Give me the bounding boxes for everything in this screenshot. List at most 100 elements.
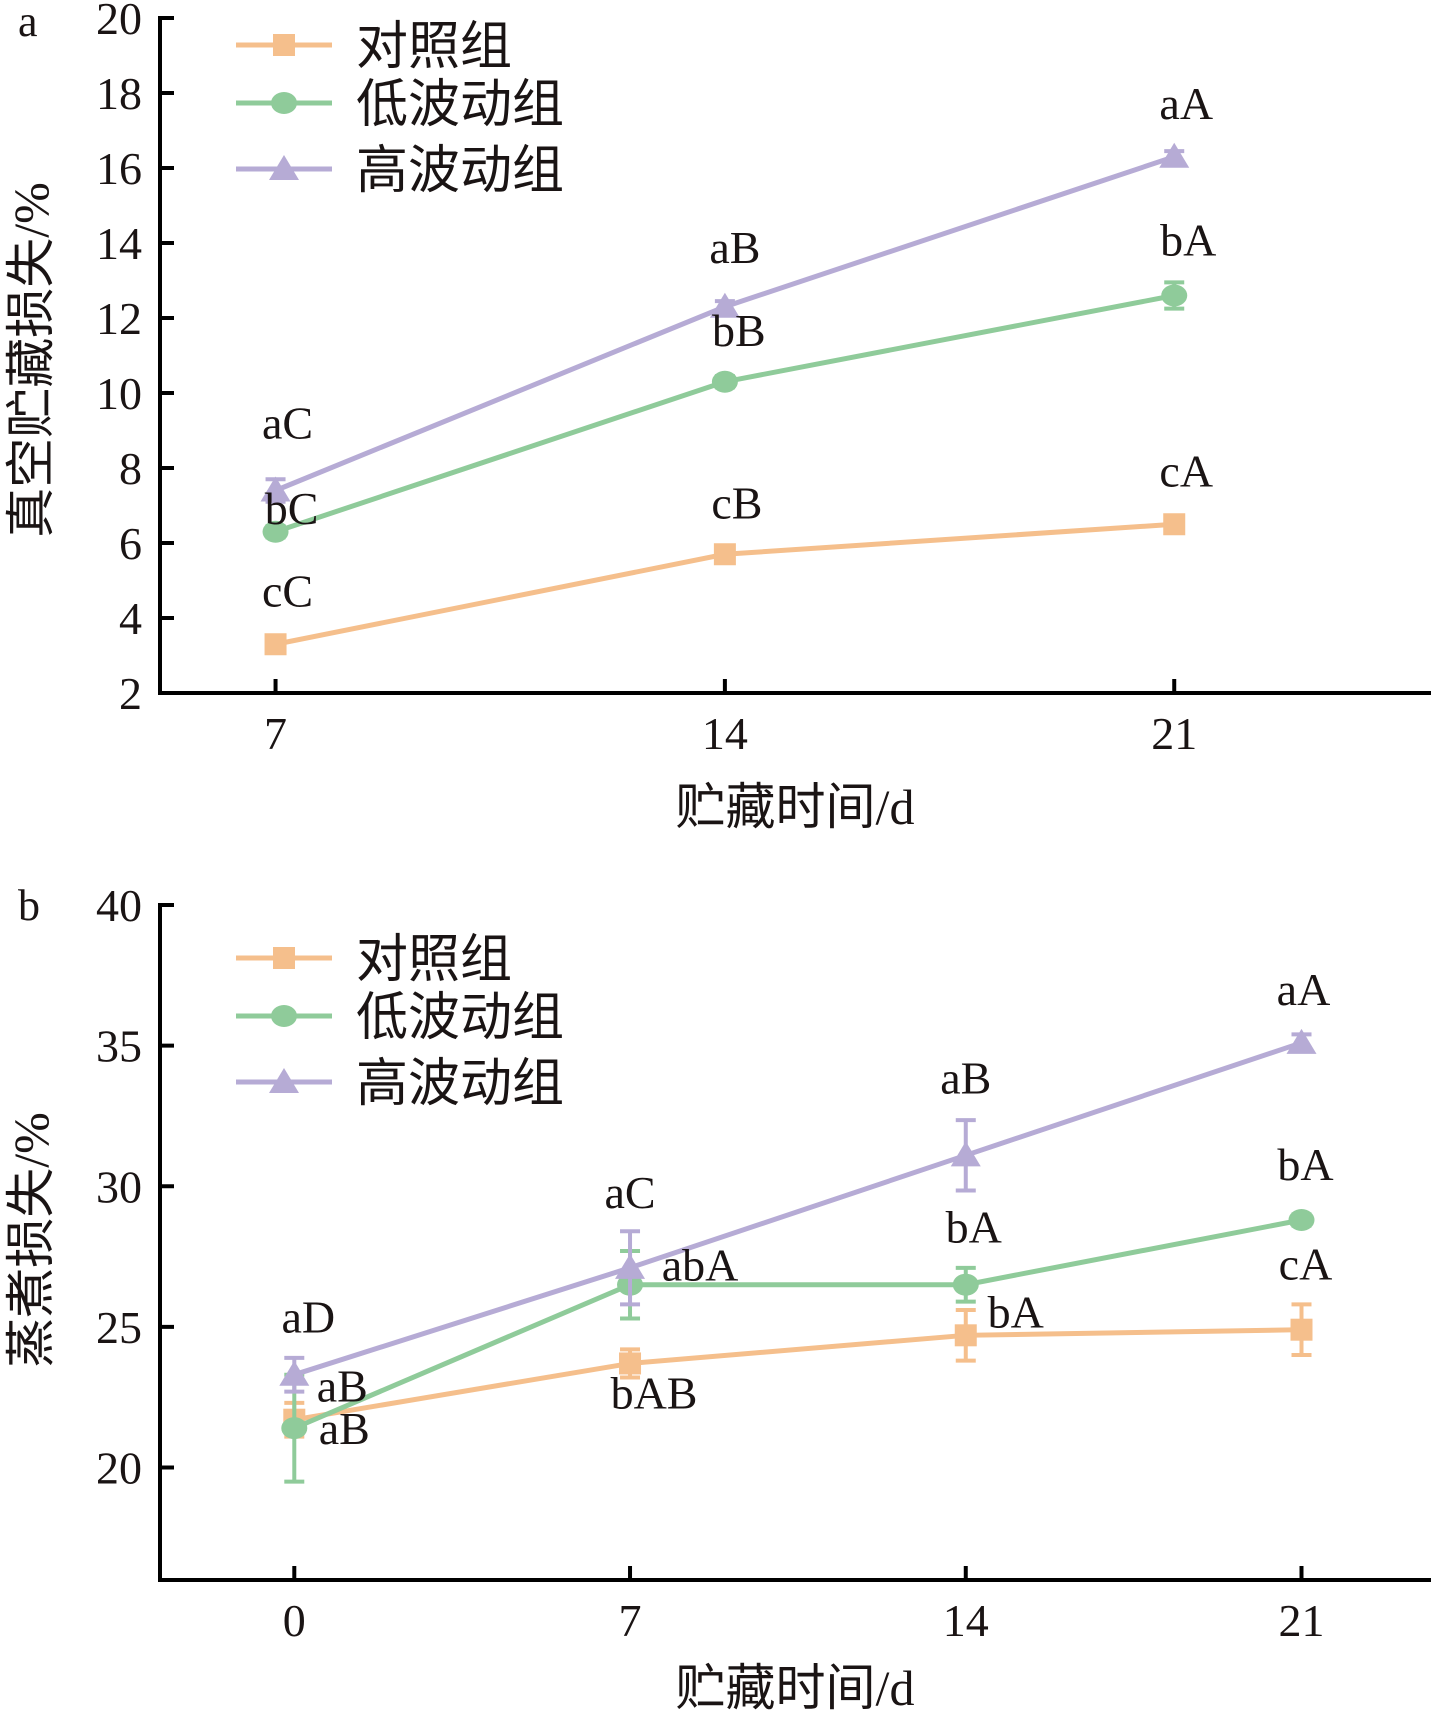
panel-a: a 2 4 6 8 10 12 14 16 18 20 7 14 21 cC cB cA bC bB bA aC a… (3, 0, 1431, 835)
data-point-square (954, 1324, 977, 1347)
series-b-1 (281, 1209, 1315, 1484)
x-tick-label: 14 (943, 1595, 989, 1646)
data-point-triangle (615, 1253, 646, 1279)
significance-label: cA (1279, 1239, 1333, 1290)
y-tick-label: 14 (96, 218, 142, 269)
y-tick-label: 30 (96, 1161, 142, 1212)
legend-label: 高波动组 (356, 1056, 564, 1113)
y-tick-label: 6 (119, 518, 142, 569)
legend-marker-square (273, 34, 295, 56)
x-tick-label: 7 (619, 1595, 642, 1646)
significance-label: abA (662, 1240, 739, 1291)
data-point-square (713, 543, 736, 566)
x-tick-label: 14 (702, 708, 748, 759)
y-tick-label: 25 (96, 1302, 142, 1353)
y-tick-label: 20 (96, 1443, 142, 1494)
y-axis-title-b: 蒸煮损失/% (3, 1112, 59, 1368)
significance-label: cA (1159, 445, 1213, 496)
data-point-circle (1288, 1209, 1315, 1231)
significance-labels-b: aB bAB bA cA aB abA bA bA aD aC aB aA (281, 964, 1333, 1454)
y-tick-label: 18 (96, 68, 142, 119)
significance-label: bA (988, 1286, 1044, 1337)
legend-label: 对照组 (356, 19, 512, 76)
y-tick-label: 40 (96, 880, 142, 931)
significance-label: cB (711, 477, 762, 528)
significance-labels-a: cC cB cA bC bB bA aC aB aA (262, 78, 1216, 617)
data-point-triangle (279, 1360, 310, 1386)
legend-marker-square (273, 947, 295, 969)
significance-label: bAB (611, 1367, 698, 1418)
legend-marker-triangle (269, 1068, 299, 1093)
series-layer-a (260, 142, 1190, 656)
legend-item: 低波动组 (236, 77, 564, 134)
series-layer-b (279, 1028, 1317, 1484)
data-point-triangle (950, 1141, 981, 1167)
legend-label: 对照组 (356, 932, 512, 989)
data-point-square (1163, 513, 1186, 536)
data-point-circle (1161, 284, 1188, 307)
y-tick-label: 12 (96, 293, 142, 344)
y-axis-ticks-a: 2 4 6 8 10 12 14 16 18 20 (96, 0, 174, 719)
data-point-square (619, 1352, 642, 1375)
legend-label: 低波动组 (356, 990, 564, 1047)
legend-marker-circle (271, 1005, 297, 1027)
legend-marker-circle (271, 92, 297, 114)
data-point-circle (262, 520, 289, 543)
y-tick-label: 10 (96, 368, 142, 419)
data-point-circle (952, 1273, 979, 1296)
legend-item: 对照组 (236, 19, 512, 76)
data-point-triangle (709, 292, 740, 318)
y-tick-label: 16 (96, 143, 142, 194)
significance-label: aC (262, 398, 313, 449)
series-line (293, 1040, 1303, 1378)
x-tick-label: 21 (1151, 708, 1197, 759)
y-tick-label: 35 (96, 1021, 142, 1072)
significance-label: aA (1159, 78, 1213, 129)
legend-item: 低波动组 (236, 990, 564, 1047)
data-point-square (1290, 1318, 1313, 1341)
legend-label: 低波动组 (356, 77, 564, 134)
panel-letter-a: a (18, 0, 38, 46)
panel-letter-b: b (18, 881, 40, 930)
data-point-triangle (260, 476, 291, 502)
y-tick-label: 8 (119, 443, 142, 494)
y-tick-label: 4 (119, 593, 142, 644)
series-line (293, 1217, 1302, 1431)
series-b-2 (279, 1028, 1317, 1394)
y-axis-title-a: 真空贮藏损失/% (3, 182, 59, 538)
x-axis-ticks-b: 0 7 14 21 (283, 1566, 1325, 1646)
x-axis-ticks-a: 7 14 21 (264, 679, 1197, 759)
legend-item: 对照组 (236, 932, 512, 989)
series-line (293, 1327, 1302, 1423)
x-tick-label: 21 (1279, 1595, 1325, 1646)
significance-label: aC (604, 1167, 655, 1218)
x-axis-title-a: 贮藏时间/d (676, 779, 915, 835)
x-axis-title-b: 贮藏时间/d (676, 1660, 915, 1715)
significance-label: bA (946, 1202, 1002, 1253)
legend-label: 高波动组 (356, 143, 564, 200)
significance-label: aB (709, 222, 760, 273)
data-point-triangle (1159, 142, 1190, 168)
significance-label: aB (319, 1403, 370, 1454)
series-a-0 (264, 513, 1186, 656)
significance-label: aB (317, 1361, 368, 1412)
significance-label: bB (712, 305, 766, 356)
data-point-circle (711, 370, 738, 393)
series-a-2 (260, 142, 1190, 504)
data-point-square (264, 633, 287, 656)
data-point-circle (281, 1417, 308, 1440)
y-tick-label: 2 (119, 668, 142, 719)
series-a-1 (262, 280, 1188, 543)
legend-item: 高波动组 (236, 143, 564, 200)
significance-label: aD (281, 1292, 335, 1343)
significance-label: bC (265, 483, 319, 534)
data-point-triangle (1286, 1028, 1317, 1054)
significance-label: aA (1277, 964, 1331, 1015)
y-tick-label: 20 (96, 0, 142, 44)
significance-label: bA (1160, 215, 1216, 266)
panel-b: b 20 25 30 35 40 0 7 14 21 aB bAB bA cA aB abA bA bA aD… (3, 880, 1431, 1715)
